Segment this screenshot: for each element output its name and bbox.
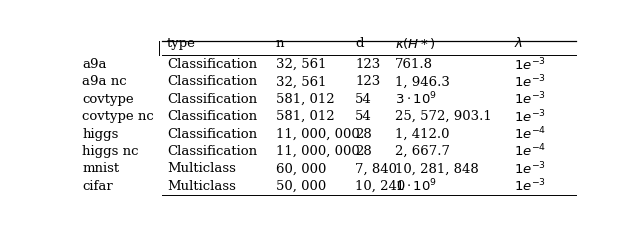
Text: 11, 000, 000: 11, 000, 000 (276, 145, 360, 158)
Text: Classification: Classification (167, 128, 257, 141)
Text: 28: 28 (355, 128, 372, 141)
Text: $1e^{-4}$: $1e^{-4}$ (514, 126, 547, 142)
Text: higgs nc: higgs nc (83, 145, 139, 158)
Text: 761.8: 761.8 (395, 58, 433, 71)
Text: $1e^{-3}$: $1e^{-3}$ (514, 91, 546, 108)
Text: 10, 281, 848: 10, 281, 848 (395, 162, 479, 175)
Text: 25, 572, 903.1: 25, 572, 903.1 (395, 110, 492, 123)
Text: Classification: Classification (167, 145, 257, 158)
Text: 123: 123 (355, 58, 381, 71)
Text: higgs: higgs (83, 128, 119, 141)
Text: a9a nc: a9a nc (83, 75, 127, 88)
Text: Multiclass: Multiclass (167, 180, 236, 193)
Text: Classification: Classification (167, 75, 257, 88)
Text: $1 \cdot 10^9$: $1 \cdot 10^9$ (395, 178, 437, 195)
Text: $1e^{-3}$: $1e^{-3}$ (514, 160, 546, 177)
Text: Classification: Classification (167, 93, 257, 106)
Text: a9a: a9a (83, 58, 107, 71)
Text: $1e^{-3}$: $1e^{-3}$ (514, 73, 546, 90)
Text: 28: 28 (355, 145, 372, 158)
Text: type: type (167, 37, 196, 50)
Text: cifar: cifar (83, 180, 113, 193)
Text: covtype: covtype (83, 93, 134, 106)
Text: Classification: Classification (167, 110, 257, 123)
Text: 50, 000: 50, 000 (276, 180, 326, 193)
Text: mnist: mnist (83, 162, 120, 175)
Text: 54: 54 (355, 110, 372, 123)
Text: 60, 000: 60, 000 (276, 162, 326, 175)
Text: 1, 412.0: 1, 412.0 (395, 128, 449, 141)
Text: d: d (355, 37, 364, 50)
Text: 54: 54 (355, 93, 372, 106)
Text: $1e^{-3}$: $1e^{-3}$ (514, 178, 546, 195)
Text: 123: 123 (355, 75, 381, 88)
Text: 11, 000, 000: 11, 000, 000 (276, 128, 360, 141)
Text: $\lambda$: $\lambda$ (514, 36, 523, 50)
Text: 1, 946.3: 1, 946.3 (395, 75, 450, 88)
Text: 7, 840: 7, 840 (355, 162, 397, 175)
Text: 581, 012: 581, 012 (276, 93, 335, 106)
Text: $1e^{-3}$: $1e^{-3}$ (514, 56, 546, 73)
Text: $1e^{-3}$: $1e^{-3}$ (514, 108, 546, 125)
Text: $\kappa(H*)$: $\kappa(H*)$ (395, 36, 436, 51)
Text: 32, 561: 32, 561 (276, 58, 326, 71)
Text: 10, 240: 10, 240 (355, 180, 406, 193)
Text: Classification: Classification (167, 58, 257, 71)
Text: 581, 012: 581, 012 (276, 110, 335, 123)
Text: 32, 561: 32, 561 (276, 75, 326, 88)
Text: n: n (276, 37, 284, 50)
Text: $1e^{-4}$: $1e^{-4}$ (514, 143, 547, 160)
Text: 2, 667.7: 2, 667.7 (395, 145, 450, 158)
Text: covtype nc: covtype nc (83, 110, 154, 123)
Text: $3 \cdot 10^9$: $3 \cdot 10^9$ (395, 91, 437, 108)
Text: Multiclass: Multiclass (167, 162, 236, 175)
